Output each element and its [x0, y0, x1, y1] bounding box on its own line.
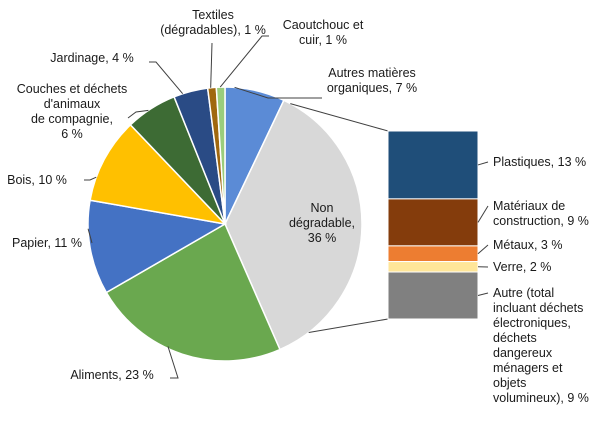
leader-line	[477, 244, 489, 255]
leader-line	[477, 292, 489, 296]
segment-label: Métaux, 3 %	[493, 238, 562, 252]
leader-line	[219, 35, 269, 88]
bar-segment	[387, 245, 479, 263]
slice-label: Papier, 11 %	[12, 236, 82, 250]
slice-label: Autres matières organiques, 7 %	[327, 66, 417, 95]
leader-line	[127, 109, 149, 119]
segment-label: Verre, 2 %	[493, 260, 551, 274]
pie-slice	[224, 99, 363, 351]
slice-label: Couches et déchets d'animaux de compagnie,…	[17, 82, 128, 141]
bar-segment	[387, 261, 479, 273]
slice-label: Textiles (dégradables), 1 %	[160, 8, 266, 37]
label-leader-lines	[84, 35, 489, 379]
breakdown-bar	[387, 130, 479, 320]
slice-label: Non dégradable, 36 %	[289, 201, 355, 245]
data-labels: Autres matières organiques, 7 % Non dégrada…	[7, 8, 589, 405]
pie	[87, 86, 363, 362]
pie-slice	[87, 199, 228, 294]
pie-slice	[105, 222, 281, 362]
pie-slice	[89, 123, 228, 226]
segment-label: Autre (total incluant déchets électronique…	[493, 286, 589, 405]
leader-line	[84, 176, 97, 181]
slice-label: Bois, 10 %	[7, 173, 67, 187]
leader-line	[477, 205, 489, 223]
leader-line	[167, 346, 179, 379]
bar-segment	[387, 198, 479, 247]
connector-line	[308, 318, 389, 333]
leader-line	[477, 161, 489, 166]
slice-label: Aliments, 23 %	[70, 368, 153, 382]
leader-line	[149, 61, 184, 95]
segment-label: Plastiques, 13 %	[493, 155, 586, 169]
pie-to-bar-connectors	[290, 103, 389, 333]
segment-label: Matériaux de construction, 9 %	[493, 199, 589, 228]
slice-label: Caoutchouc et cuir, 1 %	[283, 18, 364, 47]
leader-line	[87, 228, 93, 244]
bar-segment	[387, 271, 479, 320]
leader-line	[234, 86, 322, 99]
connector-line	[290, 103, 389, 132]
bar-segment	[387, 130, 479, 200]
leader-line	[210, 42, 213, 88]
slice-label: Jardinage, 4 %	[50, 51, 133, 65]
